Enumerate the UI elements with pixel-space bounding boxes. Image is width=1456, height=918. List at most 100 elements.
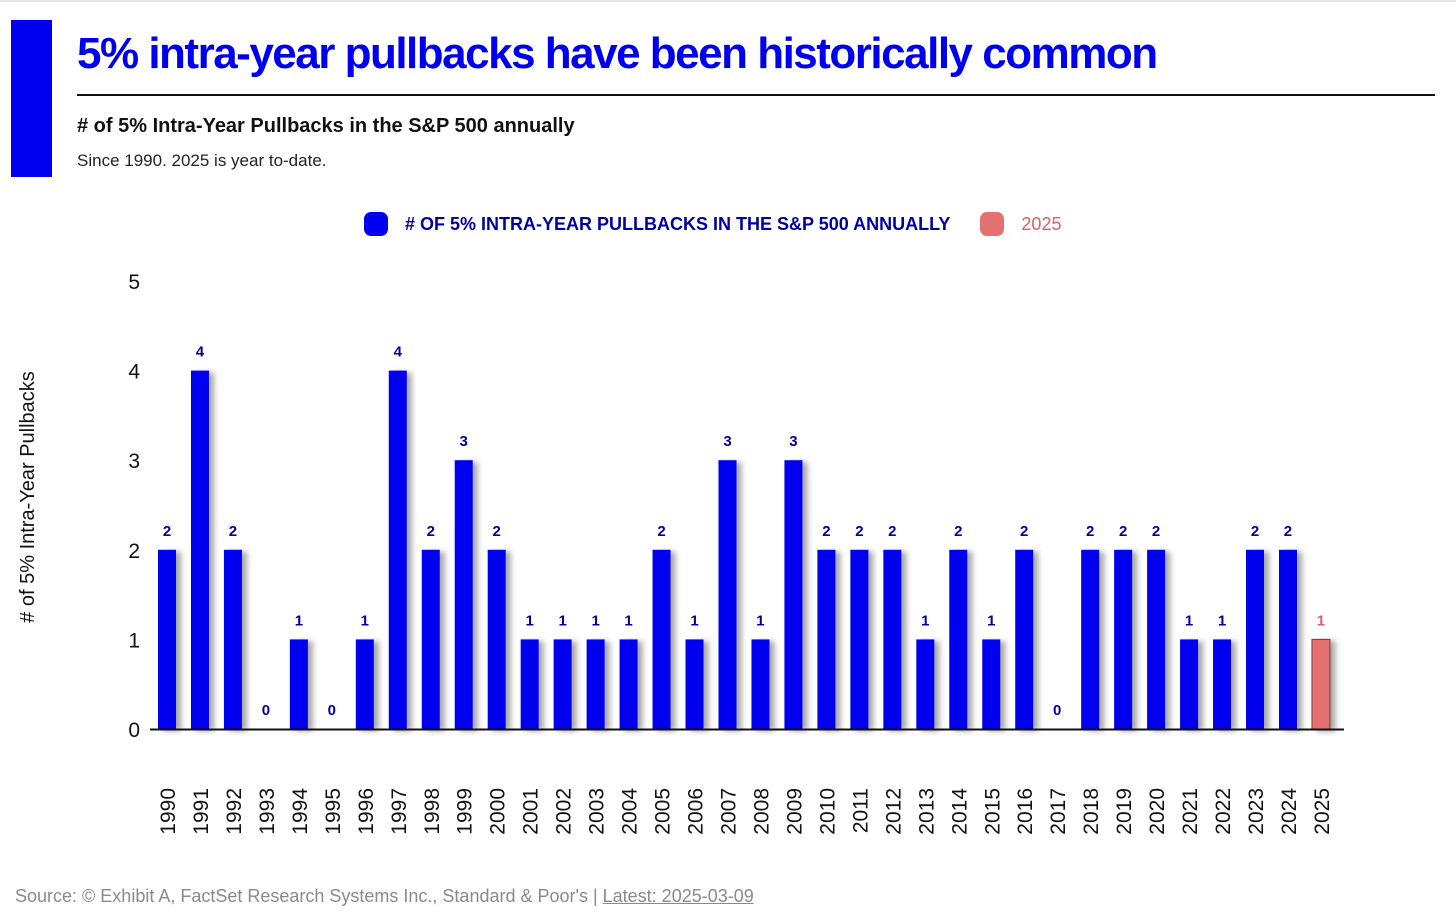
bar-2016[interactable] bbox=[1015, 549, 1034, 729]
bar-1991[interactable] bbox=[190, 370, 209, 729]
bar-value-label-1992: 2 bbox=[229, 523, 237, 540]
bar-2005[interactable] bbox=[652, 549, 671, 729]
x-tick-label: 2001 bbox=[520, 788, 543, 835]
bar-2024[interactable] bbox=[1278, 549, 1297, 729]
bar-2010[interactable] bbox=[817, 549, 836, 729]
bar-1998[interactable] bbox=[421, 549, 440, 729]
bar-value-label-2012: 2 bbox=[888, 523, 896, 540]
x-tick-label: 2013 bbox=[915, 788, 938, 835]
bar-2008[interactable] bbox=[751, 639, 770, 729]
title-rule bbox=[77, 94, 1435, 96]
bar-2013[interactable] bbox=[916, 639, 935, 729]
x-tick-label: 2003 bbox=[586, 788, 609, 835]
bar-2004[interactable] bbox=[619, 639, 638, 729]
y-axis-title: # of 5% Intra-Year Pullbacks bbox=[17, 371, 39, 623]
bar-value-label-2013: 1 bbox=[921, 612, 929, 629]
bar-value-label-2002: 1 bbox=[558, 612, 566, 629]
bar-1997[interactable] bbox=[388, 370, 407, 729]
bar-2003[interactable] bbox=[586, 639, 605, 729]
bar-1992[interactable] bbox=[223, 549, 242, 729]
bar-1999[interactable] bbox=[454, 460, 473, 729]
bar-2002[interactable] bbox=[553, 639, 572, 729]
x-tick-label: 1994 bbox=[289, 788, 312, 835]
bar-value-label-2007: 3 bbox=[723, 433, 731, 450]
bar-2019[interactable] bbox=[1114, 549, 1133, 729]
bar-value-label-2010: 2 bbox=[822, 523, 830, 540]
bar-2014[interactable] bbox=[949, 549, 968, 729]
x-tick-label: 2018 bbox=[1080, 788, 1103, 835]
bar-2021[interactable] bbox=[1180, 639, 1199, 729]
bar-value-label-2006: 1 bbox=[690, 612, 698, 629]
x-tick-label: 2005 bbox=[652, 788, 675, 835]
x-tick-label: 2023 bbox=[1245, 788, 1268, 835]
x-tick-label: 2014 bbox=[948, 788, 971, 835]
bar-2022[interactable] bbox=[1213, 639, 1232, 729]
bar-value-label-2014: 2 bbox=[954, 523, 962, 540]
bar-value-label-1998: 2 bbox=[427, 523, 435, 540]
bar-2025[interactable] bbox=[1311, 638, 1331, 730]
x-tick-label: 2008 bbox=[750, 788, 773, 835]
chart-subtitle: Since 1990. 2025 is year to-date. bbox=[77, 151, 327, 170]
x-tick-label: 2002 bbox=[553, 788, 576, 835]
legend-swatch-2025 bbox=[980, 212, 1005, 236]
x-tick-label: 1995 bbox=[322, 788, 345, 835]
latest-date-link[interactable]: Latest: 2025-03-09 bbox=[602, 886, 754, 906]
bar-2012[interactable] bbox=[883, 549, 902, 729]
bar-value-label-1999: 3 bbox=[460, 433, 468, 450]
bar-1990[interactable] bbox=[158, 549, 176, 729]
bar-value-label-2022: 1 bbox=[1218, 612, 1226, 629]
bar-2018[interactable] bbox=[1081, 549, 1100, 729]
y-tick-label: 5 bbox=[128, 271, 140, 294]
x-tick-label: 1991 bbox=[190, 788, 213, 835]
headline: 5% intra-year pullbacks have been histor… bbox=[77, 29, 1158, 78]
legend-item-pullbacks[interactable]: # OF 5% INTRA-YEAR PULLBACKS IN THE S&P … bbox=[364, 212, 950, 236]
bar-value-label-2023: 2 bbox=[1251, 523, 1259, 540]
y-tick-label: 4 bbox=[128, 361, 140, 384]
x-tick-label: 2019 bbox=[1113, 788, 1136, 835]
legend: # OF 5% INTRA-YEAR PULLBACKS IN THE S&P … bbox=[364, 211, 1091, 237]
legend-label-pullbacks: # OF 5% INTRA-YEAR PULLBACKS IN THE S&P … bbox=[405, 213, 951, 234]
x-tick-label: 2016 bbox=[1014, 788, 1037, 835]
bar-2023[interactable] bbox=[1246, 549, 1265, 729]
source-text: Source: © Exhibit A, FactSet Research Sy… bbox=[15, 886, 603, 906]
bar-value-label-2000: 2 bbox=[493, 523, 501, 540]
x-tick-label: 1996 bbox=[355, 788, 378, 835]
bar-2000[interactable] bbox=[487, 549, 506, 729]
bar-2015[interactable] bbox=[982, 639, 1001, 729]
x-tick-label: 2025 bbox=[1311, 788, 1334, 835]
bar-1994[interactable] bbox=[289, 639, 308, 729]
x-tick-label: 1999 bbox=[454, 788, 477, 835]
bar-2006[interactable] bbox=[685, 639, 704, 729]
y-tick-label: 0 bbox=[128, 719, 140, 742]
x-tick-label: 2009 bbox=[783, 788, 806, 835]
bar-value-label-2011: 2 bbox=[855, 523, 863, 540]
y-tick-label: 3 bbox=[128, 450, 140, 473]
bar-value-label-2008: 1 bbox=[756, 612, 764, 629]
x-tick-label: 2022 bbox=[1212, 788, 1235, 835]
x-tick-label: 2024 bbox=[1278, 788, 1301, 835]
x-tick-label: 1990 bbox=[157, 788, 180, 835]
accent-bar bbox=[11, 20, 52, 177]
bar-value-label-1994: 1 bbox=[295, 612, 303, 629]
bar-value-label-2021: 1 bbox=[1185, 612, 1193, 629]
bar-2009[interactable] bbox=[784, 460, 803, 729]
legend-item-2025[interactable]: 2025 bbox=[980, 212, 1061, 236]
x-tick-label: 2015 bbox=[981, 788, 1004, 835]
bar-2011[interactable] bbox=[850, 549, 869, 729]
x-tick-label: 2004 bbox=[619, 788, 642, 835]
bar-value-label-2009: 3 bbox=[789, 433, 797, 450]
x-tick-label: 2007 bbox=[717, 788, 740, 835]
bar-2007[interactable] bbox=[718, 460, 737, 729]
bar-2020[interactable] bbox=[1147, 549, 1166, 729]
bar-2001[interactable] bbox=[520, 639, 539, 729]
x-tick-label: 2021 bbox=[1179, 788, 1202, 835]
x-tick-label: 1992 bbox=[223, 788, 246, 835]
y-tick-label: 2 bbox=[128, 540, 140, 563]
x-tick-label: 2017 bbox=[1047, 788, 1070, 835]
bar-value-label-1991: 4 bbox=[196, 344, 205, 361]
bar-value-label-2018: 2 bbox=[1086, 523, 1094, 540]
bar-value-label-1990: 2 bbox=[163, 523, 171, 540]
bar-value-label-2005: 2 bbox=[657, 523, 665, 540]
bar-1996[interactable] bbox=[355, 639, 374, 729]
